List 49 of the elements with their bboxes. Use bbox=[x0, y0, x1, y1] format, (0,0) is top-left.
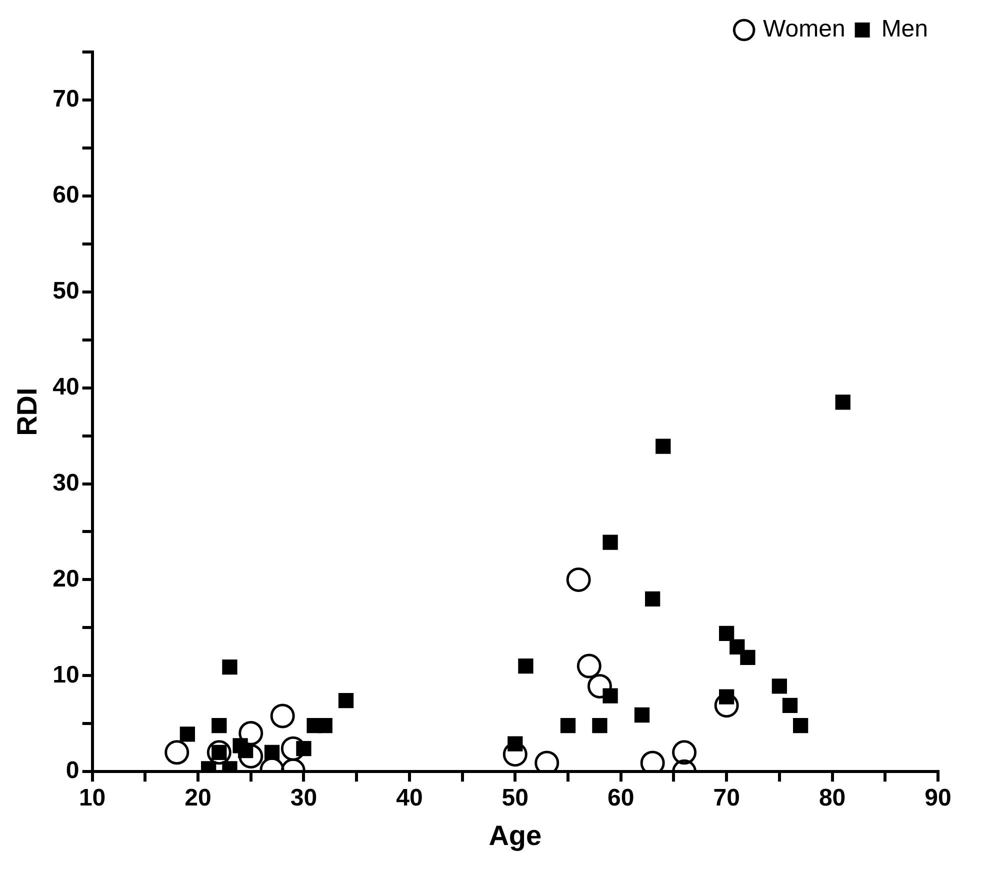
point bbox=[164, 740, 190, 765]
point bbox=[602, 534, 618, 550]
point bbox=[793, 718, 808, 734]
y-tick-label: 30 bbox=[52, 469, 80, 496]
y-tick-label: 20 bbox=[52, 565, 80, 592]
point bbox=[772, 678, 787, 694]
point bbox=[238, 744, 264, 768]
point bbox=[645, 591, 660, 606]
point bbox=[338, 693, 354, 708]
point bbox=[270, 704, 295, 728]
x-tick-label: 20 bbox=[184, 784, 212, 812]
point bbox=[587, 674, 612, 698]
y-tick-label: 0 bbox=[66, 757, 80, 784]
y-tick-label: 50 bbox=[52, 277, 80, 304]
x-tick-label: 70 bbox=[713, 784, 740, 812]
point bbox=[592, 718, 608, 734]
point bbox=[560, 718, 576, 734]
y-axis-title: RDI bbox=[12, 388, 43, 436]
x-tick-label: 80 bbox=[818, 784, 846, 812]
point bbox=[576, 654, 602, 678]
y-tick-label: 70 bbox=[52, 86, 80, 113]
point bbox=[206, 740, 232, 765]
x-tick-label: 60 bbox=[608, 784, 634, 812]
x-tick-label: 40 bbox=[396, 784, 423, 812]
point bbox=[180, 726, 196, 742]
y-tick-label: 10 bbox=[52, 661, 80, 688]
point bbox=[212, 718, 227, 734]
x-tick-label: 10 bbox=[78, 784, 106, 812]
x-axis-title: Age bbox=[488, 820, 542, 851]
legend-label: Women bbox=[763, 16, 846, 43]
point bbox=[634, 707, 650, 723]
x-tick-label: 50 bbox=[502, 784, 528, 812]
y-tick-label: 60 bbox=[52, 182, 80, 209]
point bbox=[740, 650, 756, 665]
point bbox=[719, 626, 734, 642]
legend-label: Men bbox=[881, 16, 928, 43]
x-tick-label: 90 bbox=[924, 784, 952, 812]
point bbox=[317, 718, 332, 734]
point bbox=[730, 639, 745, 654]
point bbox=[518, 658, 534, 674]
point bbox=[566, 567, 591, 592]
point bbox=[672, 740, 697, 765]
point bbox=[222, 659, 238, 675]
x-tick-label: 30 bbox=[290, 784, 318, 812]
y-tick-label: 40 bbox=[52, 373, 80, 400]
point bbox=[238, 720, 264, 746]
point bbox=[656, 438, 671, 454]
point bbox=[782, 698, 798, 713]
point bbox=[835, 394, 850, 410]
